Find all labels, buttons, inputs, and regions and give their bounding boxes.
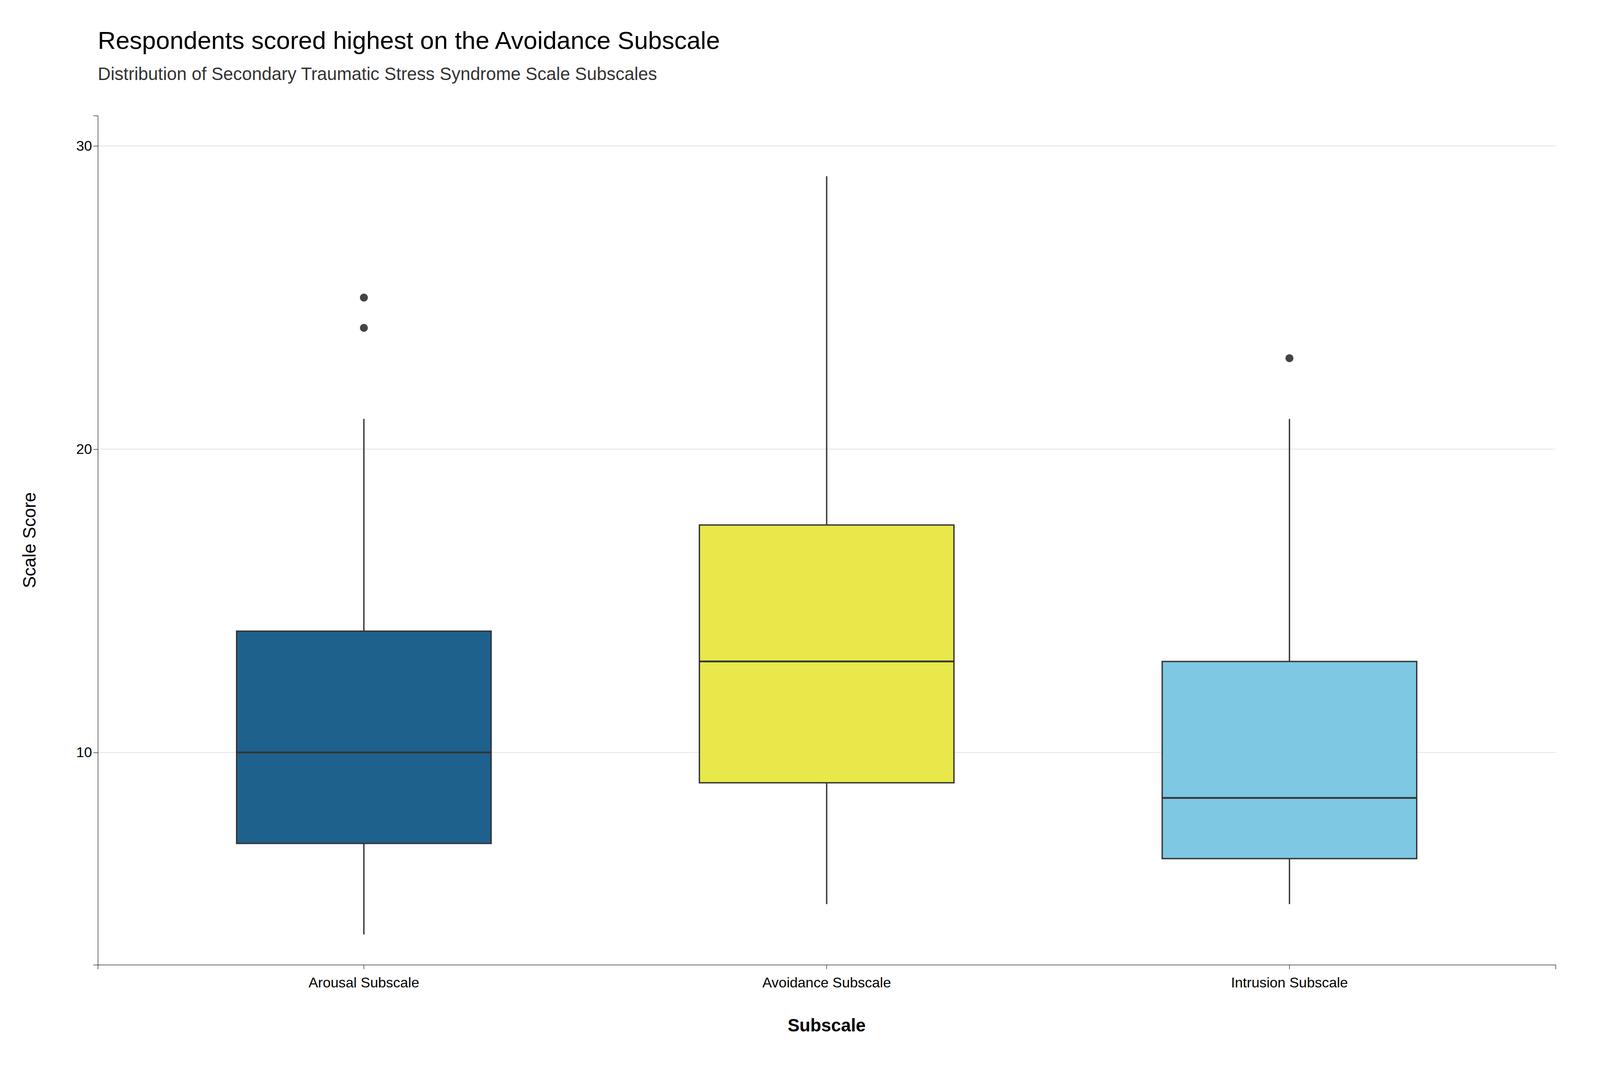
y-axis-title: Scale Score xyxy=(19,492,40,588)
grid-line xyxy=(97,145,1556,147)
x-axis: Arousal Subscale Avoidance Subscale Intrus… xyxy=(98,964,1556,991)
subtitle: Distribution of Secondary Traumatic Stre… xyxy=(97,64,657,84)
y-tick-label: 20 xyxy=(76,440,92,457)
x-tick: Intrusion Subscale xyxy=(1231,964,1348,991)
y-axis-line xyxy=(93,116,99,965)
y-tick-mark xyxy=(93,752,98,753)
x-tick: Avoidance Subscale xyxy=(762,964,891,991)
box xyxy=(236,631,492,844)
x-tick-mark xyxy=(363,964,364,969)
x-tick: Arousal Subscale xyxy=(308,964,420,991)
box-group xyxy=(236,293,492,935)
x-axis-title: Subscale xyxy=(787,1015,866,1035)
x-tick-label: Avoidance Subscale xyxy=(762,974,891,991)
y-tick-label: 10 xyxy=(76,744,92,760)
box-group xyxy=(1162,354,1417,904)
lower-whisker xyxy=(1288,858,1291,904)
y-tick-label: 30 xyxy=(76,137,92,154)
outlier xyxy=(360,293,368,302)
median-line xyxy=(1162,796,1417,799)
x-tick-label: Intrusion Subscale xyxy=(1231,974,1348,991)
y-tick: 10 xyxy=(76,744,98,760)
lower-whisker xyxy=(363,843,365,935)
x-tick-label: Arousal Subscale xyxy=(308,974,420,991)
x-axis-line xyxy=(98,964,1556,970)
chart: 10 20 30 Arousal Subscale Avoidance Subscale… xyxy=(0,0,1600,1067)
y-tick: 30 xyxy=(76,137,98,154)
y-tick-mark xyxy=(93,145,98,147)
lower-whisker xyxy=(826,782,828,904)
y-tick-mark xyxy=(93,448,98,450)
y-axis: 10 20 30 xyxy=(76,116,98,965)
upper-whisker xyxy=(826,176,828,525)
upper-whisker xyxy=(363,418,365,631)
outlier xyxy=(1285,354,1294,363)
outlier xyxy=(360,324,368,332)
title: Respondents scored highest on the Avoida… xyxy=(97,26,720,55)
x-tick-mark xyxy=(826,964,828,969)
median-line xyxy=(699,660,955,663)
y-tick: 20 xyxy=(76,440,98,457)
box xyxy=(699,524,955,783)
x-tick-mark xyxy=(1289,964,1290,969)
box-group xyxy=(699,176,955,904)
plot: 10 20 30 Arousal Subscale Avoidance Subscale… xyxy=(76,116,1556,991)
box xyxy=(1162,661,1417,859)
median-line xyxy=(236,751,492,754)
upper-whisker xyxy=(1288,418,1291,662)
marks xyxy=(236,176,1417,934)
